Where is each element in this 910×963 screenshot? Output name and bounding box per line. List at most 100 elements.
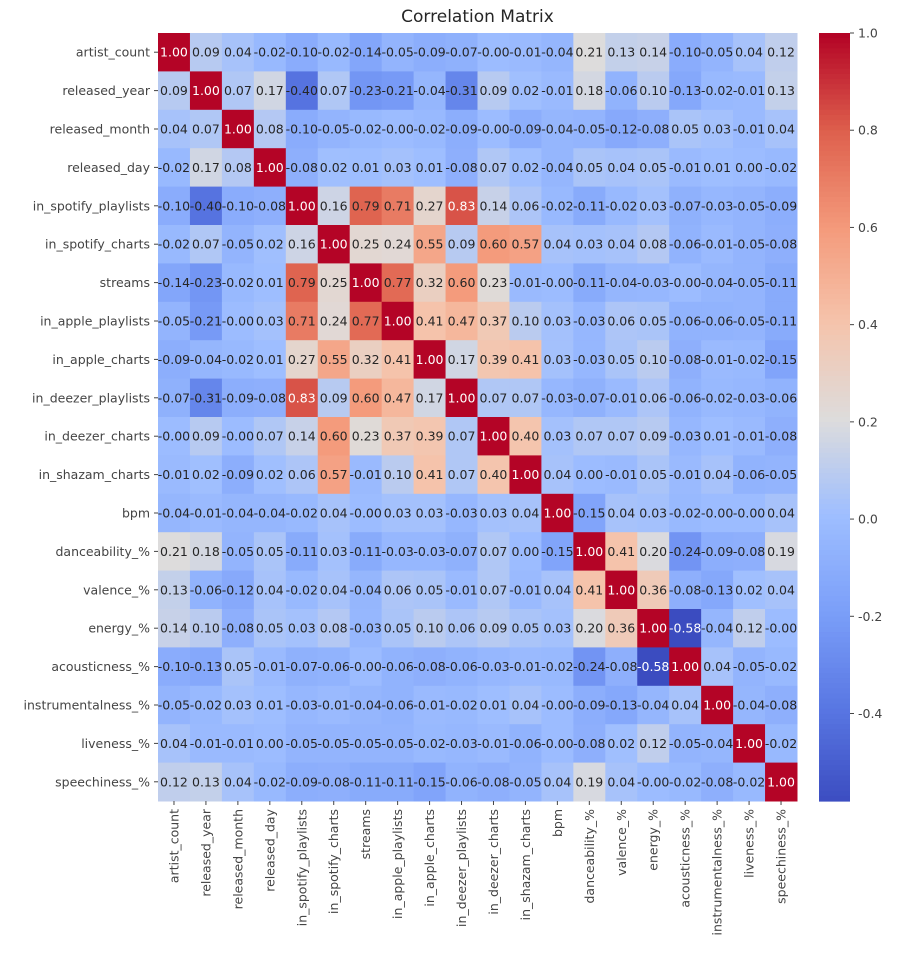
cell-annotation: 1.00	[512, 467, 540, 482]
cell-annotation: 0.23	[352, 429, 380, 444]
cell-annotation: 0.08	[639, 237, 667, 252]
cell-annotation: -0.00	[477, 122, 509, 137]
heatmap-cell	[605, 724, 638, 764]
cell-annotation: -0.03	[541, 390, 573, 405]
heatmap-cell	[381, 570, 415, 610]
cell-annotation: 0.07	[256, 429, 284, 444]
cell-annotation: 0.24	[320, 314, 348, 329]
cell-annotation: 0.06	[607, 314, 635, 329]
heatmap-cell	[413, 417, 447, 456]
colorbar-segment	[819, 253, 850, 259]
cell-annotation: 0.10	[639, 352, 667, 367]
cell-annotation: -0.08	[669, 352, 701, 367]
cell-annotation: 0.21	[575, 45, 603, 60]
colorbar-segment	[819, 84, 850, 90]
cell-annotation: -0.01	[509, 659, 541, 674]
cell-annotation: -0.07	[573, 390, 605, 405]
cell-annotation: 0.13	[607, 45, 635, 60]
cell-annotation: -0.24	[573, 659, 605, 674]
heatmap-cell	[477, 33, 510, 72]
cell-annotation: 1.00	[671, 659, 699, 674]
colorbar-segment	[819, 621, 850, 628]
heatmap-cell	[253, 532, 287, 572]
colorbar-segment	[819, 401, 850, 408]
heatmap-cell	[669, 225, 702, 264]
heatmap-cell	[317, 455, 351, 495]
cell-annotation: 0.21	[160, 544, 188, 559]
heatmap-cell	[509, 186, 542, 226]
colorbar-segment	[819, 539, 850, 546]
cell-annotation: -0.14	[350, 45, 382, 60]
cell-annotation: 0.71	[384, 198, 412, 213]
colorbar-segment	[819, 437, 850, 444]
heatmap-cell	[733, 71, 766, 111]
heatmap-cell	[701, 762, 734, 802]
colorbar-segment	[819, 176, 850, 183]
colorbar-segment	[819, 304, 850, 311]
y-tick-label: bpm	[122, 506, 150, 521]
colorbar-segment	[819, 48, 850, 55]
colorbar-tick-label: -0.2	[858, 609, 882, 624]
heatmap-cell	[381, 148, 415, 188]
heatmap-cell	[253, 570, 287, 610]
cell-annotation: 1.00	[288, 198, 316, 213]
y-tick-label: danceability_%	[55, 544, 150, 559]
cell-annotation: 0.07	[480, 160, 508, 175]
cell-annotation: 0.03	[224, 698, 252, 713]
heatmap-cell	[158, 685, 191, 725]
heatmap-cell	[541, 225, 574, 264]
cell-annotation: 0.03	[320, 544, 348, 559]
heatmap-cell	[349, 762, 383, 802]
heatmap-cell	[317, 33, 351, 72]
cell-annotation: -0.01	[477, 736, 509, 751]
heatmap-cell	[349, 685, 383, 725]
heatmap-cell	[445, 225, 478, 264]
cell-annotation: -0.00	[669, 275, 701, 290]
heatmap-cell	[637, 148, 670, 188]
cell-annotation: 0.08	[224, 160, 252, 175]
colorbar-segment	[819, 268, 850, 275]
heatmap-cell	[477, 724, 510, 764]
heatmap-cell	[285, 570, 319, 610]
cell-annotation: -0.11	[350, 774, 382, 789]
cell-annotation: 0.04	[703, 659, 731, 674]
heatmap-cell	[285, 263, 319, 303]
heatmap-cell	[541, 340, 574, 380]
cell-annotation: -0.00	[733, 506, 765, 521]
heatmap-cell	[445, 493, 478, 533]
colorbar-segment	[819, 570, 850, 577]
cell-annotation: 0.09	[448, 237, 476, 252]
heatmap-cell	[349, 455, 383, 495]
heatmap-cell	[701, 685, 734, 725]
cell-annotation: 0.05	[671, 122, 699, 137]
cell-annotation: -0.04	[222, 506, 254, 521]
cell-annotation: -0.01	[413, 698, 445, 713]
cell-annotation: -0.06	[381, 698, 413, 713]
cell-annotation: -0.02	[701, 390, 733, 405]
heatmap-cell	[413, 340, 447, 380]
cell-annotation: -0.07	[445, 45, 477, 60]
heatmap-cell	[541, 609, 574, 648]
cell-annotation: -0.10	[158, 659, 190, 674]
cell-annotation: -0.01	[509, 45, 541, 60]
colorbar-segment	[819, 273, 850, 280]
heatmap-cell	[509, 33, 542, 72]
heatmap-cell	[349, 109, 383, 149]
colorbar-segment	[819, 785, 850, 792]
y-tick-label: in_deezer_playlists	[32, 390, 150, 405]
cell-annotation: 0.41	[416, 314, 444, 329]
cell-annotation: -0.04	[350, 698, 382, 713]
heatmap-cell	[509, 417, 542, 456]
cell-annotation: 0.20	[639, 544, 667, 559]
y-tick-label: released_year	[62, 83, 151, 98]
heatmap-cell	[573, 570, 606, 610]
colorbar-segment	[819, 242, 850, 249]
cell-annotation: 0.03	[639, 198, 667, 213]
cell-annotation: -0.04	[413, 83, 445, 98]
cell-annotation: -0.00	[541, 275, 573, 290]
cell-annotation: 0.10	[639, 83, 667, 98]
heatmap-cell	[605, 71, 638, 111]
colorbar-segment	[819, 191, 850, 198]
heatmap-cell	[701, 340, 734, 380]
colorbar-segment	[819, 519, 850, 526]
